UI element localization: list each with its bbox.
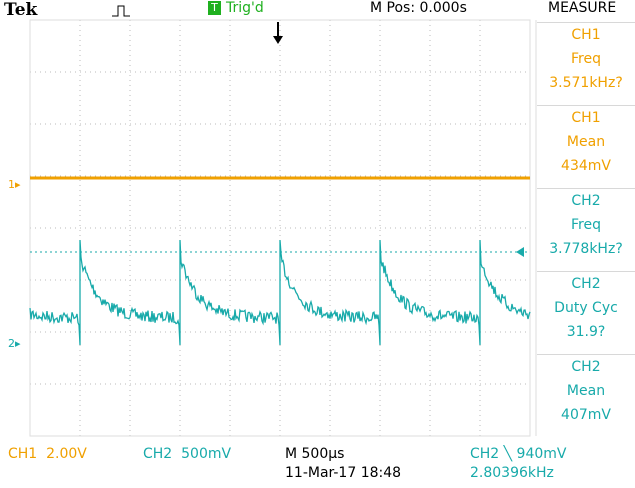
measurement-value: 434mV — [561, 158, 611, 174]
measurement-label: Duty Cyc — [554, 300, 618, 316]
position: M Pos: 0.000s — [370, 0, 467, 16]
trigger-value: ╲ 940mV — [503, 446, 567, 462]
measurement-channel: CH2 — [571, 359, 601, 375]
ch2-marker-label: 2 — [8, 337, 15, 350]
measurement-value: 3.571kHz? — [549, 75, 623, 91]
ch2-scale: CH2 500mV — [143, 446, 231, 462]
frequency: 2.80396kHz — [470, 465, 554, 481]
trigger-icon: T — [208, 1, 221, 15]
measurement: CH2 Mean 407mV — [537, 354, 635, 433]
datetime: 11-Mar-17 18:48 — [285, 465, 402, 481]
ch2-channel: CH2 — [143, 446, 173, 462]
ch2-volts: 500mV — [181, 446, 232, 462]
graticule-border — [29, 19, 531, 437]
timebase: M 500µs — [285, 446, 345, 462]
ch1-channel: CH1 — [8, 446, 38, 462]
measurement-channel: CH1 — [571, 110, 601, 126]
measurement-value: 3.778kHz? — [549, 241, 623, 257]
measurement: CH1 Mean 434mV — [537, 105, 635, 184]
trigger-level: CH2 ╲ 940mV — [470, 446, 567, 462]
measurement-value: 31.9? — [566, 324, 606, 340]
trigger-pos-arrow — [273, 22, 283, 44]
measurement-label: Mean — [566, 134, 606, 150]
brand: Tek — [4, 0, 38, 20]
measurement-label: Mean — [566, 383, 606, 399]
ch2-marker: 2▸ — [8, 337, 21, 350]
measurement-channel: CH2 — [571, 276, 601, 292]
ch1-scale: CH1 2.00V — [8, 446, 87, 462]
trigger-channel: CH2 — [470, 446, 500, 462]
menu-title: MEASURE — [548, 0, 617, 16]
measurement-channel: CH2 — [571, 193, 601, 209]
measurement: CH2 Freq 3.778kHz? — [537, 188, 635, 267]
measurement: CH2 Duty Cyc 31.9? — [537, 271, 635, 350]
measurement-value: 407mV — [561, 407, 611, 423]
ch1-marker: 1▸ — [8, 178, 21, 191]
ch1-volts: 2.00V — [46, 446, 87, 462]
measurement-label: Freq — [571, 51, 601, 67]
trigger-level-arrow — [516, 247, 524, 257]
measurement: CH1 Freq 3.571kHz? — [537, 22, 635, 101]
measurement-label: Freq — [571, 217, 601, 233]
measurement-channel: CH1 — [571, 27, 601, 43]
ch1-marker-label: 1 — [8, 178, 15, 191]
ch2-trace — [29, 239, 531, 346]
pulse-icon — [112, 5, 130, 17]
trigger-status: Trig'd — [226, 0, 264, 16]
